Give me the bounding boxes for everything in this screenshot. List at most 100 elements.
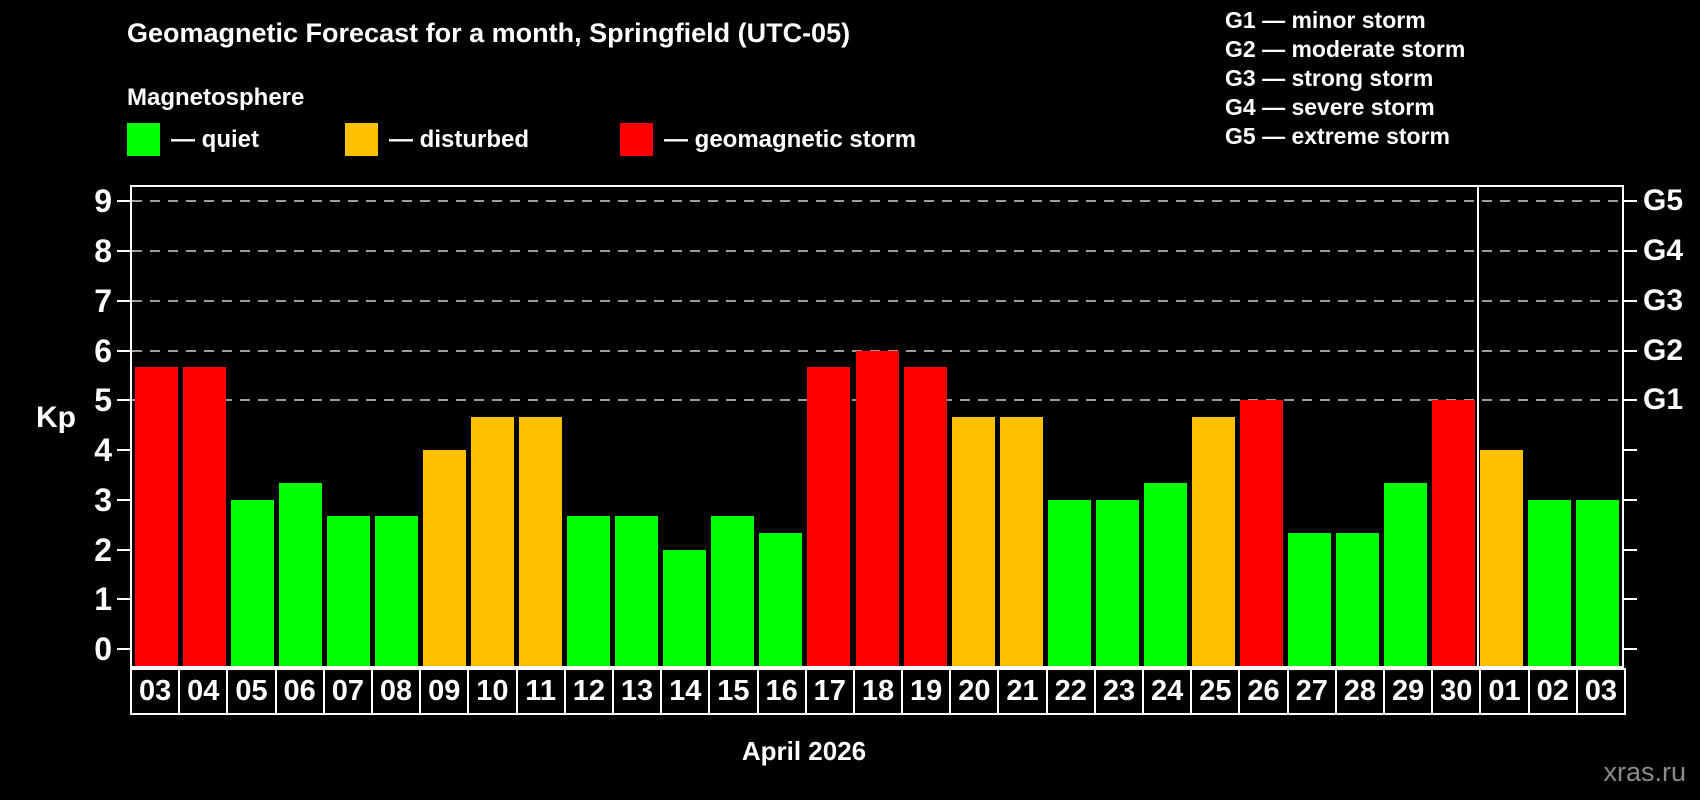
bar-day-26 (1240, 400, 1284, 666)
bar-day-11 (519, 416, 563, 666)
day-label-box-23: 23 (1093, 668, 1145, 715)
bar-day-10 (470, 416, 514, 666)
bar-day-28 (1336, 533, 1380, 666)
day-label-box-07: 07 (322, 668, 373, 715)
day-label-box-22: 22 (1045, 668, 1096, 715)
day-label-box-02-next-month: 02 (1527, 668, 1578, 715)
y-tick-label-1: 1 (94, 581, 112, 618)
month-separator-line (1476, 187, 1479, 666)
day-label-box-24: 24 (1142, 668, 1193, 715)
gridline-kp-9 (132, 200, 1622, 203)
day-label-box-29: 29 (1383, 668, 1434, 715)
left-tick-kp-7 (117, 299, 130, 302)
bar-day-05 (230, 499, 274, 666)
right-tick-kp-9 (1624, 200, 1637, 203)
legend-item-quiet: — quiet (127, 123, 259, 156)
y-tick-label-0: 0 (94, 631, 112, 667)
bar-day-06 (278, 483, 322, 666)
legend-item-storm: — geomagnetic storm (620, 123, 916, 156)
g-scale-legend: G1 — minor storm G2 — moderate storm G3 — … (1225, 6, 1465, 151)
day-label-box-01-next-month: 01 (1479, 668, 1530, 715)
bar-day-12 (567, 516, 611, 666)
day-label-box-30: 30 (1431, 668, 1482, 715)
right-tick-kp-8 (1624, 250, 1637, 252)
x-axis-title: April 2026 (741, 736, 867, 766)
right-tick-kp-4 (1624, 449, 1637, 451)
gridline-kp-8 (132, 250, 1622, 252)
y-tick-label-4: 4 (94, 432, 112, 468)
bar-day-19 (903, 366, 947, 666)
right-tick-kp-7 (1624, 299, 1637, 302)
bar-day-03 (134, 366, 178, 666)
day-label-box-18: 18 (852, 668, 904, 715)
day-label-box-13: 13 (611, 668, 663, 715)
day-label-box-09: 09 (419, 668, 470, 715)
g-legend-line-G1: G1 — minor storm (1225, 7, 1426, 33)
right-tick-kp-6 (1624, 349, 1637, 352)
day-label-box-16: 16 (756, 668, 807, 715)
bar-day-15 (711, 516, 755, 666)
legend-item-disturbed: — disturbed (345, 123, 529, 156)
day-label-box-12: 12 (563, 668, 614, 715)
left-tick-kp-4 (117, 449, 130, 451)
day-label-box-06: 06 (274, 668, 325, 715)
day-label-box-14: 14 (660, 668, 711, 715)
y-tick-label-6: 6 (94, 332, 112, 369)
bar-day-08 (374, 516, 418, 666)
right-tick-kp-0 (1624, 648, 1637, 650)
bar-day-03-next-month (1576, 499, 1620, 666)
g-scale-label-G4: G4 (1643, 234, 1684, 267)
right-tick-kp-2 (1624, 548, 1637, 551)
watermark: xras.ru (1603, 757, 1686, 787)
day-label-box-19: 19 (901, 668, 952, 715)
g-legend-line-G3: G3 — strong storm (1225, 65, 1434, 91)
g-legend-line-G5: G5 — extreme storm (1225, 123, 1450, 149)
bar-day-22 (1047, 499, 1091, 666)
bar-day-20 (951, 416, 995, 666)
bar-day-01-next-month (1480, 450, 1524, 666)
y-tick-label-8: 8 (94, 233, 112, 269)
gridline-kp-7 (132, 299, 1622, 302)
bar-day-30 (1432, 400, 1476, 666)
day-label-box-04: 04 (178, 668, 229, 715)
bar-day-16 (759, 533, 803, 666)
left-tick-kp-2 (117, 548, 130, 551)
day-label-box-11: 11 (515, 668, 566, 715)
bar-day-25 (1191, 416, 1235, 666)
y-tick-label-9: 9 (94, 183, 112, 220)
left-tick-kp-3 (117, 498, 130, 501)
g-scale-label-G5: G5 (1643, 184, 1684, 218)
plot-area (130, 185, 1624, 668)
bar-day-14 (663, 549, 707, 666)
bar-day-04 (182, 366, 226, 666)
bar-day-07 (326, 516, 370, 666)
legend-label-storm: — geomagnetic storm (664, 125, 917, 153)
left-tick-kp-5 (117, 399, 130, 402)
left-tick-kp-8 (117, 250, 130, 252)
y-tick-label-5: 5 (94, 382, 112, 419)
bar-day-29 (1384, 483, 1428, 666)
legend-label-disturbed: — disturbed (389, 125, 530, 153)
day-label-box-26: 26 (1238, 668, 1289, 715)
y-tick-label-2: 2 (94, 531, 112, 568)
bar-day-17 (807, 366, 851, 666)
g-legend-line-G2: G2 — moderate storm (1225, 36, 1466, 62)
left-tick-kp-9 (117, 200, 130, 203)
day-label-box-25: 25 (1190, 668, 1241, 715)
right-tick-kp-5 (1624, 399, 1637, 402)
day-label-box-03: 03 (130, 668, 181, 715)
g-scale-label-G2: G2 (1643, 333, 1684, 367)
bar-day-24 (1143, 483, 1187, 666)
left-tick-kp-6 (117, 349, 130, 352)
g-scale-label-G1: G1 (1643, 383, 1684, 417)
y-axis-label: Kp (36, 401, 76, 434)
day-label-box-27: 27 (1286, 668, 1337, 715)
left-tick-kp-1 (117, 598, 130, 601)
legend-swatch-disturbed (345, 123, 378, 156)
day-label-box-28: 28 (1334, 668, 1386, 715)
bar-day-02-next-month (1528, 499, 1572, 666)
bar-day-21 (999, 416, 1043, 666)
bar-day-13 (615, 516, 659, 666)
bar-day-09 (422, 450, 466, 666)
